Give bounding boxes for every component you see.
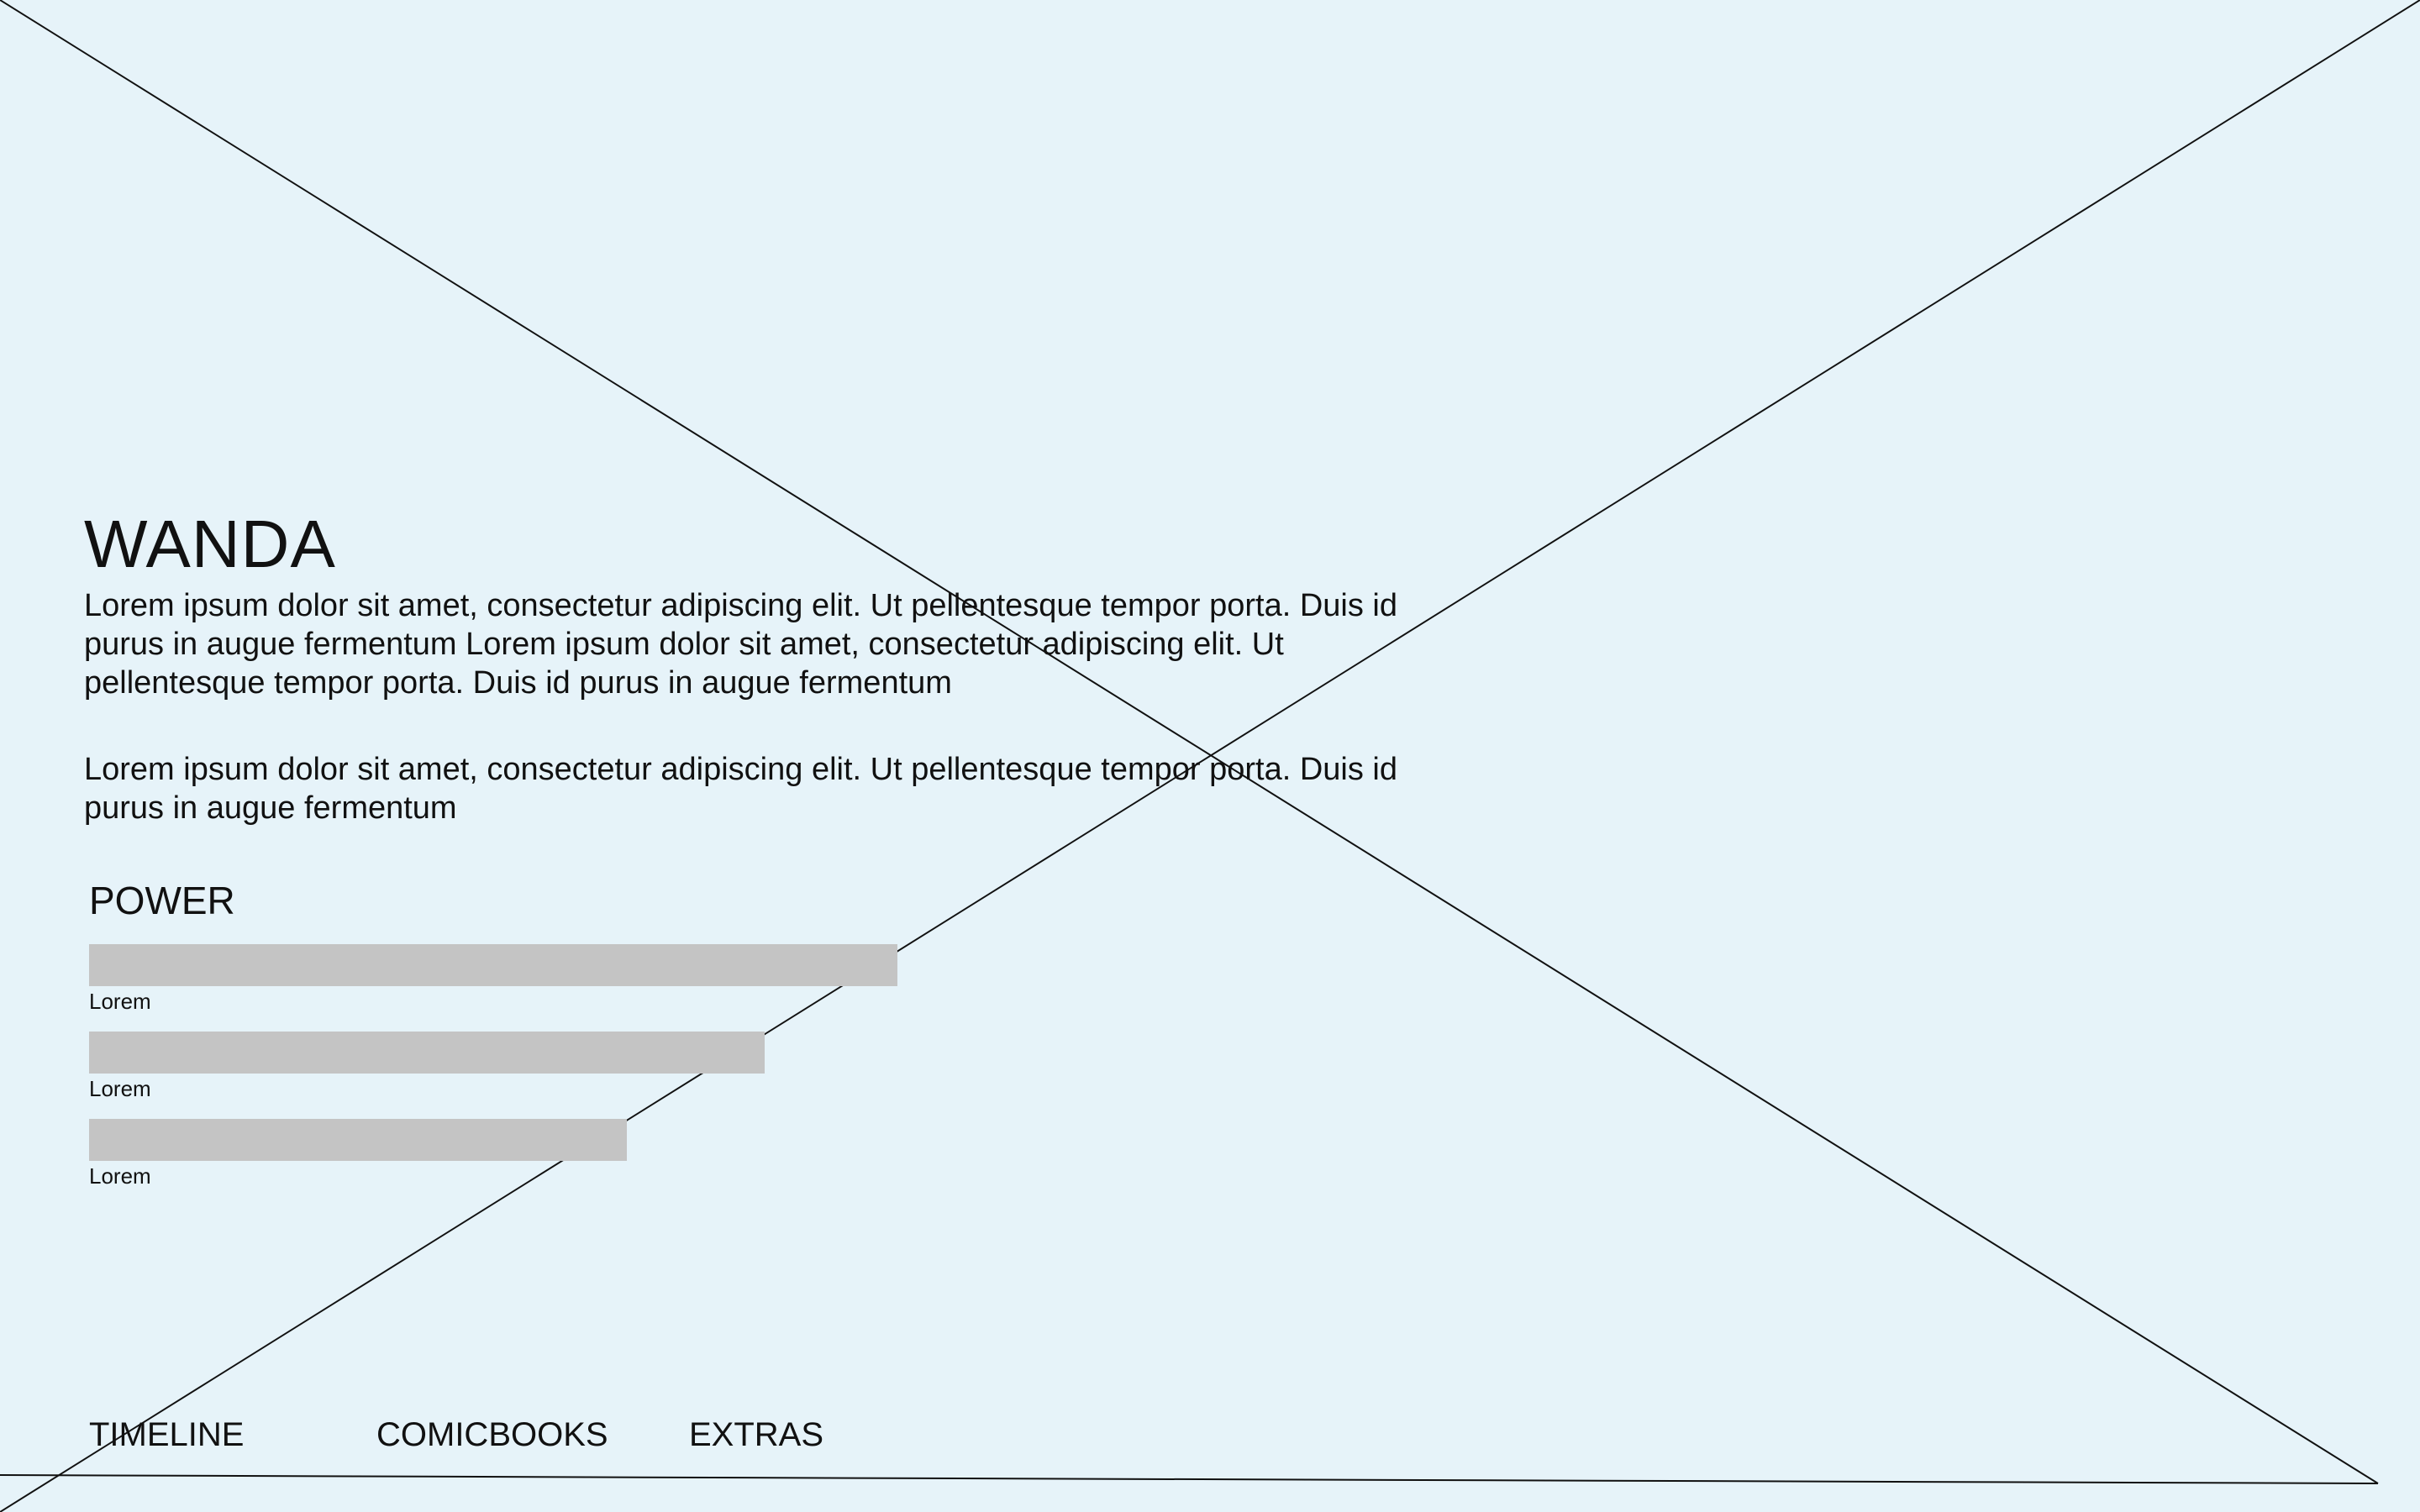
page-title: WANDA — [84, 507, 336, 581]
power-bar — [89, 944, 897, 986]
power-label: Lorem — [89, 1163, 151, 1189]
power-item: Lorem — [89, 944, 1013, 1032]
secondary-paragraph: Lorem ipsum dolor sit amet, consectetur … — [84, 752, 1397, 826]
power-item: Lorem — [89, 1119, 1013, 1206]
power-bar — [89, 1119, 627, 1161]
power-label: Lorem — [89, 1076, 151, 1101]
power-title: POWER — [89, 879, 235, 922]
placeholder-bottom-line — [0, 1474, 2379, 1484]
nav-timeline[interactable]: TIMELINE — [89, 1416, 245, 1453]
power-bar — [89, 1032, 765, 1074]
power-label: Lorem — [89, 989, 151, 1014]
intro-paragraph: Lorem ipsum dolor sit amet, consectetur … — [84, 588, 1397, 701]
placeholder-diagonal-down — [0, 0, 2379, 1484]
nav-extras[interactable]: EXTRAS — [689, 1416, 824, 1453]
power-section: POWER Lorem Lorem Lorem — [89, 875, 1013, 1206]
nav-comicbooks[interactable]: COMICBOOKS — [376, 1416, 608, 1453]
power-item: Lorem — [89, 1032, 1013, 1119]
